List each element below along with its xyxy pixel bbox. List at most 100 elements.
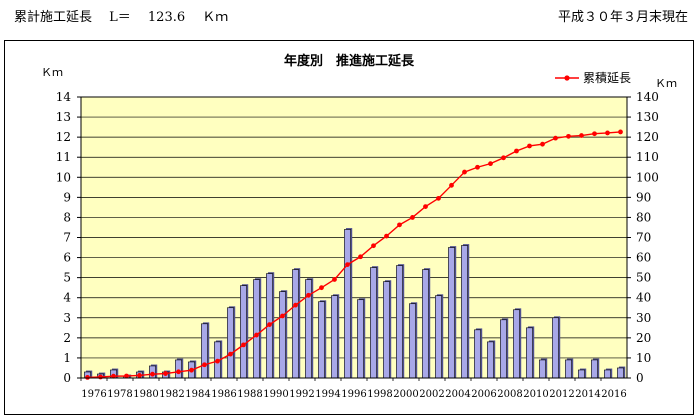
bar [552, 317, 559, 379]
x-tick-label: 1978 [107, 388, 133, 400]
left-tick-label: 12 [56, 130, 71, 144]
cumulative-point [579, 133, 584, 138]
bar [175, 359, 182, 379]
cumulative-point [488, 161, 493, 167]
cumulative-point [124, 373, 129, 379]
cumulative-point [501, 155, 506, 161]
cumulative-point [254, 332, 259, 338]
bar [253, 279, 260, 379]
left-tick-label: 14 [56, 90, 72, 104]
right-tick-label: 60 [636, 251, 651, 265]
x-tick-label: 1996 [341, 388, 367, 400]
right-tick-label: 110 [636, 150, 659, 164]
x-tick-label: 1980 [133, 388, 159, 400]
cumulative-point [553, 135, 558, 141]
bar [474, 329, 481, 379]
x-tick-label: 1984 [185, 388, 211, 400]
left-tick-label: 3 [63, 311, 71, 325]
x-tick-label: 2012 [549, 388, 575, 400]
right-tick-label: 20 [636, 331, 651, 345]
chart: 年度別 推進施工延長 Ｋｍ Ｋｍ 累積延長 012345678910111213… [41, 53, 677, 400]
bar [292, 269, 299, 379]
x-tick-label: 2002 [419, 388, 445, 400]
cumulative-point [280, 313, 285, 319]
legend-label: 累積延長 [583, 70, 631, 85]
x-tick-label: 2016 [601, 388, 627, 400]
bar [448, 247, 455, 379]
bar [396, 265, 403, 379]
cumulative-point [410, 215, 415, 220]
right-tick-label: 10 [636, 351, 651, 365]
cumulative-point [514, 148, 519, 154]
left-tick-label: 11 [56, 150, 71, 164]
right-tick-label: 30 [636, 311, 651, 325]
cumulative-point [150, 371, 155, 377]
cumulative-point [436, 195, 441, 201]
cumulative-point [176, 369, 181, 375]
cumulative-point [111, 373, 116, 379]
left-tick-label: 2 [63, 331, 71, 345]
right-tick-label: 70 [636, 231, 651, 245]
x-tick-label: 2010 [523, 388, 549, 400]
cumulative-point [540, 141, 545, 147]
plot-area: 0123456789101112131401020304050607080901… [56, 90, 659, 400]
bar [201, 323, 208, 379]
bar [565, 359, 572, 379]
x-tick-label: 1990 [263, 388, 289, 400]
bar [487, 341, 494, 379]
cumulative-point [293, 302, 298, 308]
cumulative-point [605, 130, 610, 136]
x-tick-label: 1986 [211, 388, 237, 400]
cumulative-point [618, 129, 623, 135]
right-tick-label: 40 [636, 291, 651, 305]
bar [526, 327, 533, 379]
x-tick-label: 2000 [393, 388, 419, 400]
right-tick-label: 0 [636, 371, 644, 385]
legend: 累積延長 [555, 70, 631, 85]
cumulative-point [384, 233, 389, 239]
bar [617, 367, 624, 379]
cumulative-point [241, 342, 246, 348]
bar [227, 307, 234, 379]
bar [240, 285, 247, 379]
cumulative-point [423, 204, 428, 209]
left-tick-label: 6 [63, 251, 71, 265]
x-tick-label: 1982 [159, 388, 185, 400]
cumulative-point [98, 374, 103, 380]
x-tick-label: 1976 [81, 388, 107, 400]
cumulative-point [85, 374, 90, 380]
bar [500, 319, 507, 379]
right-tick-label: 100 [636, 170, 659, 184]
chart-frame: 年度別 推進施工延長 Ｋｍ Ｋｍ 累積延長 0 1 2 3 4 5 6 7 8 9 10 11 12 13… [4, 40, 694, 415]
x-tick-label: 1988 [237, 388, 263, 400]
cumulative-point [228, 351, 233, 357]
right-tick-label: 120 [636, 130, 659, 144]
cumulative-point [345, 262, 350, 267]
x-tick-label: 1992 [289, 388, 315, 400]
bar [513, 309, 520, 379]
left-tick-label: 7 [63, 231, 71, 245]
left-tick-label: 4 [63, 291, 71, 305]
bar [318, 301, 325, 379]
legend-marker [564, 75, 570, 81]
bar [279, 291, 286, 379]
bar [383, 281, 390, 379]
bar [409, 303, 416, 379]
cumulative-point [358, 254, 363, 260]
cumulative-point [332, 277, 337, 282]
cumulative-point [215, 358, 220, 364]
right-axis-unit: Ｋｍ [655, 77, 677, 90]
cumulative-point [163, 371, 168, 376]
right-tick-label: 90 [636, 190, 651, 204]
cumulative-point [189, 367, 194, 373]
cumulative-point [462, 169, 467, 175]
cumulative-point [397, 222, 402, 228]
x-tick-label: 1994 [315, 388, 341, 400]
cumulative-point [267, 322, 272, 328]
bar [578, 369, 585, 379]
bar [461, 245, 468, 379]
cumulative-point [306, 292, 311, 298]
cumulative-point [527, 143, 532, 149]
cumulative-point [475, 164, 480, 170]
left-tick-label: 0 [63, 371, 71, 385]
